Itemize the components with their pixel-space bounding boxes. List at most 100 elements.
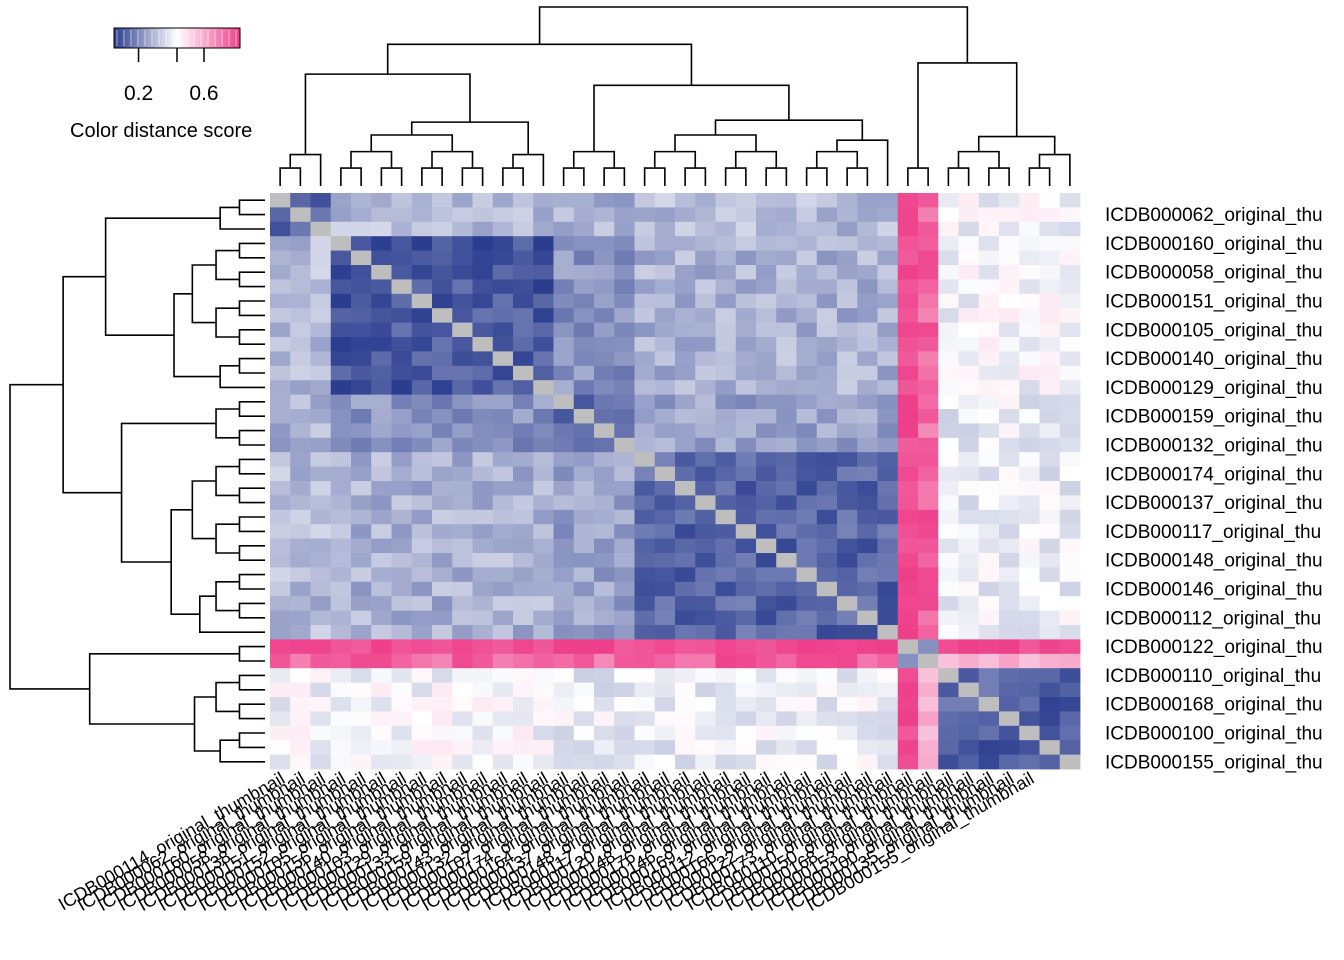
heatmap-cell <box>573 423 595 439</box>
heatmap-cell <box>978 481 1000 496</box>
heatmap-cell <box>472 495 494 511</box>
row-label: ICDB000058_original_thu <box>1105 263 1323 284</box>
heatmap-cell <box>310 495 332 511</box>
heatmap-cell <box>897 250 919 266</box>
heatmap-cell <box>675 265 696 280</box>
heatmap-cell <box>492 610 514 626</box>
heatmap-cell <box>877 221 899 237</box>
heatmap-cell <box>958 221 980 237</box>
heatmap-cell <box>310 524 332 539</box>
heatmap-cell <box>816 365 838 381</box>
heatmap-cell <box>553 250 575 266</box>
heatmap-cell <box>533 553 554 568</box>
heatmap-cell <box>614 596 635 611</box>
heatmap-cell <box>675 524 696 539</box>
heatmap-cell <box>614 740 635 755</box>
heatmap-cell <box>310 236 332 251</box>
heatmap-cell <box>675 725 696 741</box>
heatmap-cell <box>999 221 1020 237</box>
heatmap-cell <box>432 394 453 410</box>
heatmap-cell <box>999 337 1020 352</box>
heatmap-cell <box>573 265 595 280</box>
heatmap-cell <box>999 236 1020 251</box>
heatmap-cell <box>1019 668 1040 683</box>
heatmap-cell <box>877 682 899 698</box>
heatmap-cell <box>978 524 1000 539</box>
heatmap-cell <box>614 754 635 770</box>
heatmap-cell <box>857 437 878 453</box>
heatmap-cell <box>735 308 757 323</box>
heatmap-cell <box>837 524 858 539</box>
heatmap-cell <box>411 682 433 698</box>
heatmap-cell <box>756 452 777 467</box>
heatmap-cell <box>857 538 878 554</box>
heatmap-cell <box>573 495 595 511</box>
heatmap-cell <box>675 322 696 338</box>
heatmap-cell <box>756 423 777 439</box>
heatmap-cell <box>452 380 473 395</box>
heatmap-cell <box>1039 524 1061 539</box>
heatmap-cell <box>695 639 716 655</box>
heatmap-cell <box>877 293 899 309</box>
heatmap-cell <box>938 380 959 395</box>
heatmap-cell <box>573 409 595 424</box>
heatmap-cell <box>897 380 919 395</box>
heatmap-cell <box>492 524 514 539</box>
heatmap-cell <box>978 711 1000 727</box>
heatmap-cell <box>715 221 737 237</box>
heatmap-cell <box>533 581 554 597</box>
heatmap-cell <box>411 394 433 410</box>
heatmap-cell <box>715 639 737 655</box>
heatmap-cell <box>351 380 372 395</box>
heatmap-cell <box>411 625 433 640</box>
heatmap-cell <box>918 409 939 424</box>
heatmap-cell <box>330 293 352 309</box>
heatmap-cell <box>513 596 534 611</box>
heatmap-cell <box>918 322 939 338</box>
heatmap-cell <box>1019 409 1040 424</box>
heatmap-cell <box>938 509 959 525</box>
row-dendrogram-branch <box>9 383 90 690</box>
heatmap-cell <box>553 596 575 611</box>
heatmap-cell <box>290 437 311 453</box>
heatmap-cell <box>492 682 514 698</box>
heatmap-cell <box>816 553 838 568</box>
heatmap-cell <box>391 711 413 727</box>
heatmap-cell <box>270 279 291 295</box>
heatmap-cell <box>756 365 777 381</box>
heatmap-cell <box>411 452 433 467</box>
heatmap-cell <box>513 265 534 280</box>
heatmap-cell <box>776 581 797 597</box>
heatmap-cell <box>614 322 635 338</box>
heatmap-cell <box>654 697 676 712</box>
heatmap-cell <box>816 207 838 223</box>
heatmap-cell <box>472 509 494 525</box>
heatmap-cell <box>270 351 291 367</box>
heatmap-cell <box>492 495 514 511</box>
heatmap-cell <box>594 250 615 266</box>
heatmap-cell <box>533 207 554 223</box>
heatmap-cell <box>897 495 919 511</box>
heatmap-cell <box>735 193 757 208</box>
heatmap-cell <box>877 322 899 338</box>
heatmap-cell <box>897 293 919 309</box>
heatmap-cell <box>330 754 352 770</box>
heatmap-cell <box>675 351 696 367</box>
heatmap-cell <box>675 610 696 626</box>
heatmap-cell <box>1019 380 1040 395</box>
heatmap-cell <box>715 279 737 295</box>
heatmap-cell <box>614 409 635 424</box>
heatmap-cell <box>776 265 797 280</box>
heatmap-cell <box>330 567 352 583</box>
heatmap-cell <box>675 193 696 208</box>
heatmap-cell <box>938 365 959 381</box>
heatmap-cell <box>978 394 1000 410</box>
heatmap-cell <box>654 365 676 381</box>
heatmap-cell <box>371 365 392 381</box>
heatmap-cell <box>877 711 899 727</box>
heatmap-cell <box>654 221 676 237</box>
heatmap-cell <box>411 365 433 381</box>
heatmap-cell <box>918 754 939 770</box>
heatmap-cell <box>918 193 939 208</box>
heatmap-cell <box>351 409 372 424</box>
